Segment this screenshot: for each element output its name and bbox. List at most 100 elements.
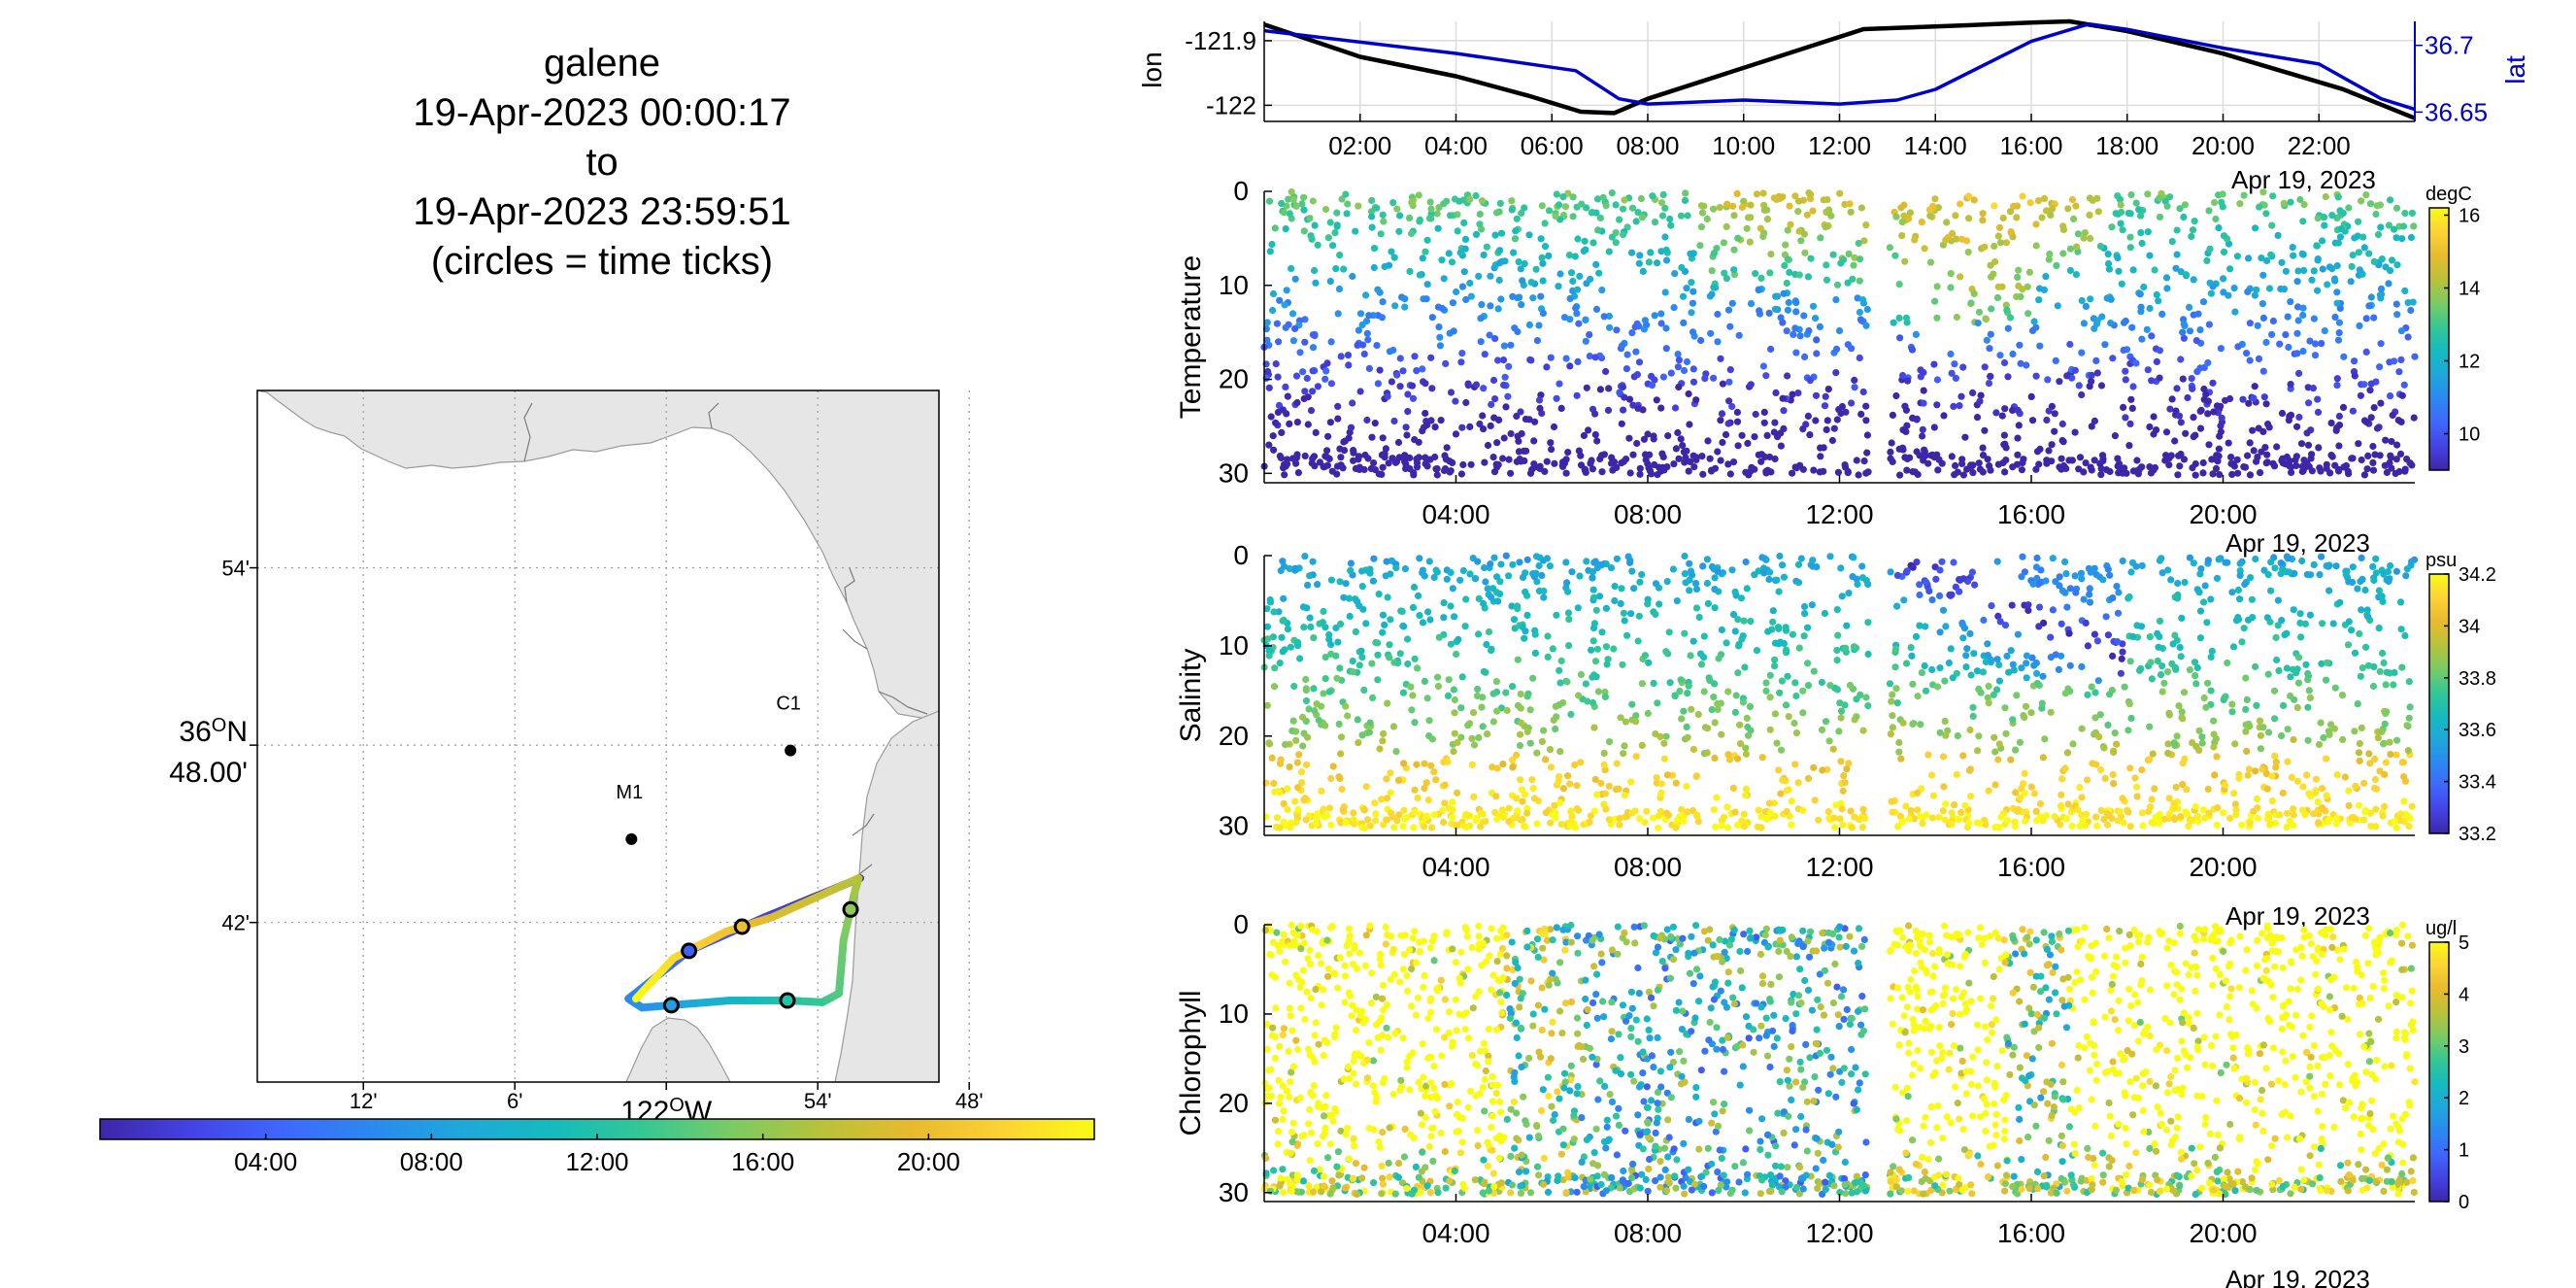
chlorophyll-point — [1775, 973, 1783, 981]
temperature-point — [1708, 466, 1716, 474]
salinity-point — [1589, 586, 1597, 593]
temperature-point — [2009, 350, 2017, 358]
temperature-point — [1265, 197, 1274, 205]
temperature-point — [1458, 424, 1466, 431]
temperature-point — [2126, 233, 2134, 241]
salinity-point — [1649, 814, 1657, 822]
salinity-point — [1355, 661, 1363, 669]
salinity-point — [1478, 703, 1486, 711]
temperature-point — [2007, 228, 2015, 236]
salinity-point — [1684, 808, 1691, 816]
temperature-point — [1379, 298, 1387, 306]
salinity-point — [1848, 824, 1856, 831]
temperature-point — [1519, 277, 1526, 285]
chlorophyll-point — [1297, 1004, 1305, 1012]
temperature-point — [1792, 308, 1800, 316]
salinity-point — [2380, 740, 2388, 748]
salinity-point — [2198, 733, 2206, 741]
station-label-m1: M1 — [616, 782, 643, 803]
salinity-point — [1804, 682, 1812, 690]
chlorophyll-point — [1304, 955, 1312, 963]
salinity-point — [2030, 790, 2038, 797]
salinity-point — [2396, 810, 2404, 818]
salinity-point — [1299, 713, 1307, 722]
salinity-point — [2404, 747, 2412, 755]
temperature-point — [1403, 431, 1411, 439]
temperature-point — [1961, 433, 1969, 441]
temperature-point — [1571, 253, 1579, 260]
salinity-point — [1456, 576, 1464, 584]
salinity-point — [1682, 579, 1689, 587]
chlorophyll-point — [2109, 972, 2117, 980]
salinity-point — [2186, 554, 2193, 561]
salinity-point — [2131, 774, 2139, 782]
salinity-point — [2100, 815, 2108, 824]
salinity-point — [2254, 814, 2261, 823]
salinity-point — [1552, 702, 1559, 710]
salinity-point — [1435, 633, 1443, 641]
temperature-point — [1337, 454, 1345, 461]
temperature-point — [1791, 324, 1799, 332]
temperature-point — [2002, 457, 2010, 464]
lon-y-tick-label: -121.9 — [1185, 26, 1256, 55]
temperature-point — [1326, 419, 1334, 426]
salinity-point — [2381, 802, 2389, 811]
temperature-point — [2395, 368, 2403, 376]
salinity-point — [1424, 797, 1432, 804]
temperature-point — [2256, 203, 2263, 211]
temperature-point — [2105, 265, 2113, 273]
salinity-point — [2066, 585, 2074, 593]
salinity-point — [2359, 664, 2366, 672]
temperature-point — [2406, 459, 2414, 467]
temperature-point — [1559, 193, 1567, 201]
salinity-point — [2117, 669, 2124, 677]
salinity-point — [2037, 566, 2045, 574]
salinity-colorbar-tick-label: 34.2 — [2459, 564, 2496, 586]
salinity-point — [1556, 798, 1564, 807]
salinity-point — [1743, 585, 1751, 593]
temperature-point — [1759, 362, 1767, 370]
chlorophyll-point — [1757, 1022, 1765, 1030]
temperature-point — [1903, 466, 1911, 474]
temperature-point — [1513, 412, 1521, 421]
salinity-point — [2372, 555, 2380, 562]
salinity-point — [1303, 604, 1311, 612]
temperature-point — [1539, 309, 1547, 318]
salinity-point — [1742, 744, 1750, 752]
temperature-point — [2393, 311, 2401, 319]
temperature-point — [2306, 337, 2314, 345]
salinity-point — [1734, 669, 1742, 677]
salinity-point — [2104, 631, 2112, 639]
salinity-point — [1958, 621, 1966, 628]
temperature-point — [1268, 240, 1276, 249]
salinity-point — [1291, 566, 1299, 574]
salinity-point — [1540, 727, 1548, 734]
salinity-point — [2405, 678, 2413, 686]
salinity-point — [1284, 626, 1292, 633]
temperature-point — [1892, 391, 1900, 400]
temperature-colorbar-tick-label: 10 — [2459, 424, 2480, 446]
salinity-point — [1387, 769, 1394, 777]
temperature-point — [1675, 455, 1683, 462]
salinity-point — [1779, 776, 1787, 784]
salinity-point — [2032, 659, 2040, 667]
salinity-point — [2293, 777, 2301, 785]
temperature-point — [1920, 399, 1927, 407]
temperature-point — [1789, 469, 1796, 477]
temperature-point — [1991, 257, 1999, 266]
salinity-point — [1305, 705, 1313, 713]
salinity-point — [1683, 782, 1690, 791]
temperature-point — [2035, 460, 2043, 468]
salinity-point — [2184, 810, 2191, 819]
salinity-point — [1689, 637, 1697, 645]
temperature-point — [2171, 437, 2179, 445]
salinity-point — [1360, 805, 1368, 814]
temperature-point — [1541, 243, 1550, 251]
time-tick-circle — [842, 900, 859, 918]
temperature-point — [1390, 254, 1398, 261]
temperature-point — [1744, 214, 1753, 221]
salinity-point — [1853, 713, 1860, 721]
temperature-point — [1791, 192, 1799, 200]
temperature-point — [2001, 405, 2009, 413]
